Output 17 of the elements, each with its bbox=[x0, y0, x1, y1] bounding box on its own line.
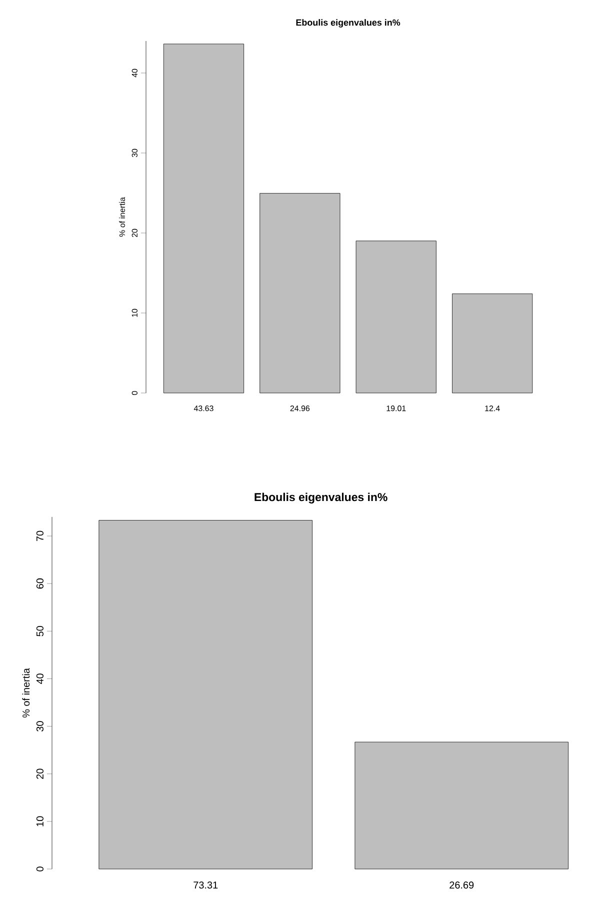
chart-title: Eboulis eigenvalues in% bbox=[254, 492, 388, 504]
y-tick-label: 30 bbox=[36, 721, 44, 732]
y-tick-label: 0 bbox=[36, 866, 44, 872]
bar bbox=[260, 193, 340, 394]
y-tick-label: 20 bbox=[36, 768, 44, 779]
x-tick-label: 26.69 bbox=[450, 882, 474, 889]
chart-title: Eboulis eigenvalues in% bbox=[296, 19, 400, 28]
y-axis-title: % of inertia bbox=[22, 668, 30, 718]
y-tick-label: 40 bbox=[36, 674, 44, 684]
y-tick-label: 50 bbox=[36, 626, 44, 636]
y-tick-label: 70 bbox=[36, 530, 44, 542]
bar bbox=[163, 44, 244, 394]
y-tick-label: 10 bbox=[36, 816, 44, 826]
x-tick-label: 73.31 bbox=[194, 882, 218, 889]
bar bbox=[356, 240, 436, 394]
bar bbox=[452, 294, 533, 394]
y-tick-label: 60 bbox=[36, 578, 44, 589]
